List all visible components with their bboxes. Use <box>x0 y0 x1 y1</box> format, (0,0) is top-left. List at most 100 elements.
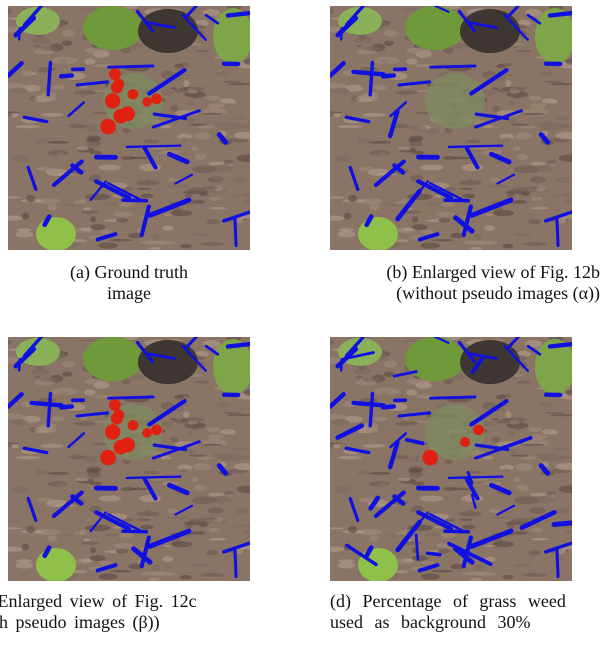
texture <box>47 472 69 475</box>
texture <box>137 188 151 190</box>
texture <box>216 402 231 407</box>
texture <box>87 471 101 477</box>
texture <box>438 218 450 222</box>
texture <box>553 448 569 451</box>
texture <box>461 164 483 171</box>
texture <box>458 180 481 185</box>
texture <box>193 132 211 139</box>
red-annotation <box>142 97 152 107</box>
blue-annotation <box>32 403 62 405</box>
texture <box>459 188 473 190</box>
texture <box>84 58 95 64</box>
red-annotation <box>100 450 116 466</box>
blue-annotation <box>354 72 384 74</box>
texture <box>162 226 173 231</box>
texture <box>166 185 189 187</box>
texture <box>369 535 379 542</box>
texture <box>411 482 424 486</box>
texture <box>489 509 499 514</box>
texture <box>209 538 226 541</box>
caption-line: (with pseudo images (β)) <box>0 612 197 633</box>
blue-annotation <box>235 218 236 245</box>
texture <box>484 226 495 231</box>
texture <box>516 485 528 491</box>
texture <box>81 541 99 545</box>
texture <box>470 578 482 581</box>
texture <box>406 58 417 64</box>
texture <box>35 138 48 144</box>
texture <box>90 216 96 222</box>
texture <box>438 549 450 553</box>
texture <box>409 467 424 473</box>
texture <box>195 381 210 384</box>
texture <box>68 124 87 128</box>
texture <box>85 525 110 532</box>
texture <box>206 219 218 224</box>
leaf <box>358 548 398 581</box>
red-annotation <box>460 437 470 447</box>
texture <box>203 186 219 188</box>
texture <box>63 535 87 537</box>
texture <box>208 103 224 108</box>
texture <box>52 57 78 65</box>
texture <box>206 550 218 555</box>
texture <box>40 46 57 51</box>
texture <box>194 154 206 160</box>
caption: (a) Ground truth image <box>8 262 250 304</box>
texture <box>171 210 192 216</box>
texture <box>502 244 514 248</box>
red-annotation <box>120 437 135 452</box>
texture <box>337 125 362 128</box>
texture <box>516 154 528 160</box>
texture <box>492 105 500 111</box>
texture <box>231 526 237 528</box>
texture <box>231 195 237 197</box>
texture <box>99 573 118 579</box>
texture <box>103 202 119 205</box>
blue-annotation <box>235 549 236 576</box>
texture <box>71 123 78 126</box>
texture <box>81 210 99 214</box>
texture <box>197 125 214 128</box>
texture <box>369 150 389 156</box>
caption: (d) Percentage of grass weed used as bac… <box>330 591 566 633</box>
texture <box>12 486 29 493</box>
texture <box>496 64 506 69</box>
texture <box>188 455 206 457</box>
texture <box>26 526 35 534</box>
caption-line: image <box>8 283 250 304</box>
texture <box>539 453 565 461</box>
blue-annotation <box>557 218 558 245</box>
texture <box>209 207 226 210</box>
texture <box>441 202 455 207</box>
red-annotation <box>128 420 139 431</box>
texture <box>496 395 506 400</box>
blue-annotation <box>109 66 153 67</box>
texture <box>200 242 224 245</box>
texture <box>539 122 565 130</box>
texture <box>425 533 441 536</box>
texture <box>357 138 370 144</box>
texture <box>166 516 189 518</box>
texture <box>99 230 112 234</box>
texture <box>431 239 454 241</box>
texture <box>492 418 499 420</box>
texture <box>545 81 565 83</box>
texture <box>87 136 102 142</box>
texture <box>338 559 354 562</box>
texture <box>87 467 102 473</box>
texture <box>421 573 440 579</box>
texture <box>89 482 102 486</box>
texture <box>421 561 434 565</box>
panel-image <box>8 6 250 250</box>
texture <box>412 216 418 222</box>
texture <box>40 113 63 117</box>
texture <box>553 117 569 120</box>
texture <box>180 575 192 579</box>
texture <box>553 195 559 197</box>
texture <box>421 242 440 248</box>
texture <box>513 564 531 567</box>
texture <box>373 85 387 90</box>
texture <box>180 137 189 142</box>
texture <box>542 429 557 434</box>
